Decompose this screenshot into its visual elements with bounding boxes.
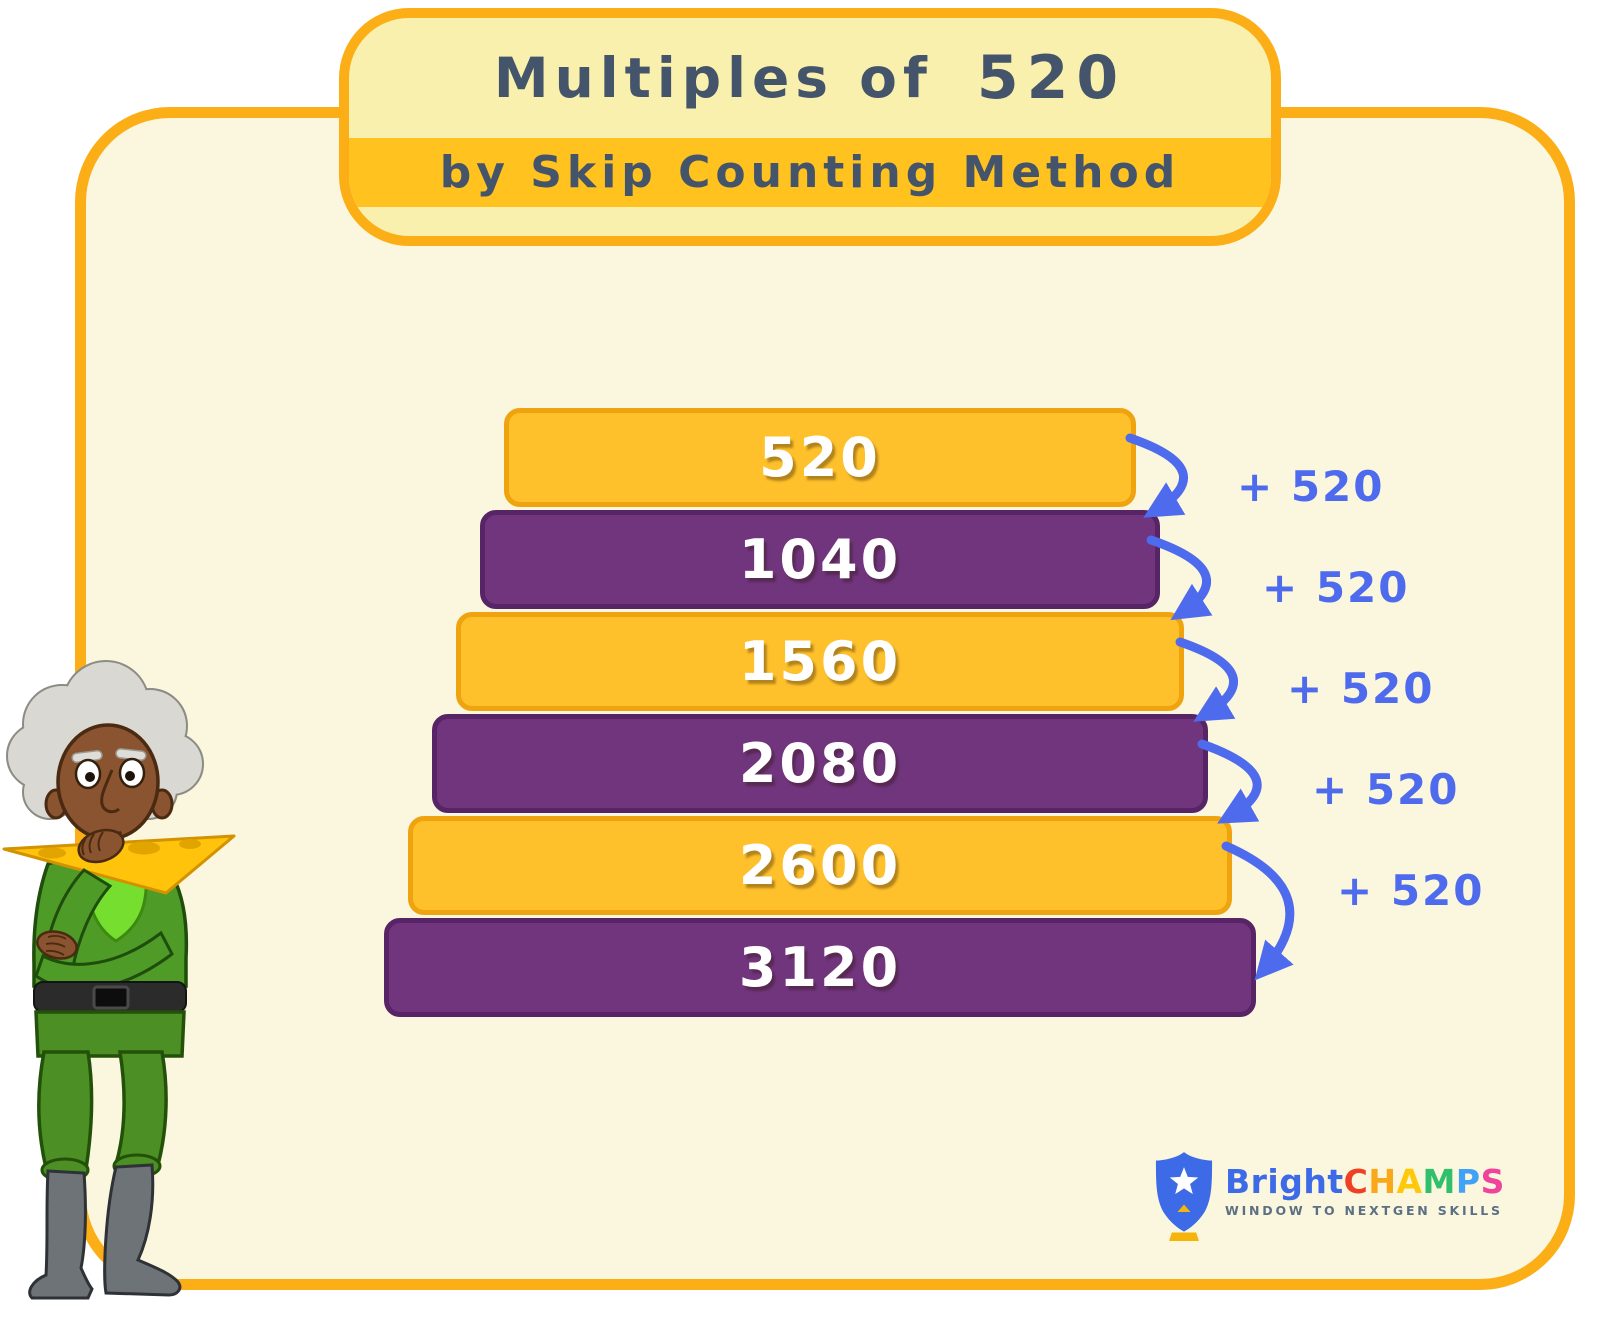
stack-bar-1040: 1040: [480, 510, 1160, 609]
trophy-shield-icon: [1155, 1152, 1213, 1241]
star-icon: [1169, 1167, 1199, 1195]
stack-bar-3120: 3120: [384, 918, 1256, 1017]
brightchamps-logo: BrightCHAMPS WINDOW TO NEXTGEN SKILLS: [1155, 1150, 1505, 1244]
bar-value: 2080: [738, 732, 902, 795]
title-number: 520: [976, 43, 1127, 113]
title-prefix: Multiples of: [493, 46, 933, 110]
step-increment-label: + 520: [1287, 664, 1435, 713]
stack-bar-1560: 1560: [456, 612, 1184, 711]
stack-bar-520: 520: [504, 408, 1136, 507]
step-increment-label: + 520: [1237, 462, 1385, 511]
bar-value: 1040: [738, 528, 902, 591]
step-increment-label: + 520: [1262, 563, 1410, 612]
bar-value: 520: [759, 426, 881, 489]
page-subtitle: by Skip Counting Method: [439, 147, 1181, 198]
brand-prefix: Bright: [1225, 1162, 1344, 1201]
hand-on-chin: [77, 828, 125, 864]
step-increment-label: + 520: [1337, 866, 1485, 915]
brand-wordmark: BrightCHAMPS: [1225, 1162, 1505, 1201]
stack-bar-2600: 2600: [408, 816, 1232, 915]
step-increment-label: + 520: [1312, 765, 1460, 814]
bar-value: 2600: [738, 834, 902, 897]
thinking-grandmother-illustration: [2, 660, 236, 1300]
page-title: Multiples of 520: [349, 28, 1271, 128]
banner-stripe: [349, 138, 1271, 207]
title-banner: Multiples of 520 by Skip Counting Method: [339, 8, 1281, 246]
bar-value: 3120: [738, 936, 902, 999]
brand-tagline: WINDOW TO NEXTGEN SKILLS: [1225, 1203, 1503, 1219]
bar-value: 1560: [738, 630, 902, 693]
stack-bar-2080: 2080: [432, 714, 1208, 813]
